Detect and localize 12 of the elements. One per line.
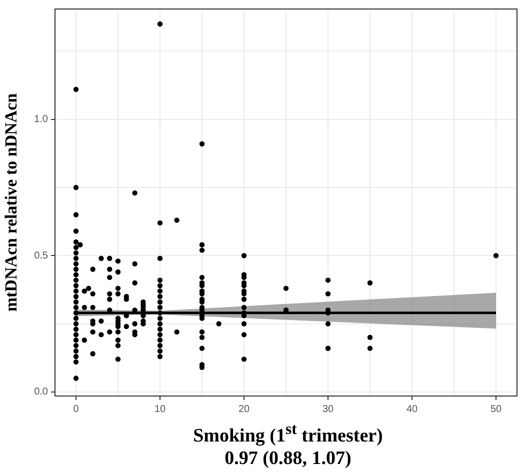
x-tick-label: 0 — [73, 404, 80, 415]
x-tick-label: 30 — [322, 404, 334, 415]
x-axis-title: Smoking (1$^{st}$ trimester) — [192, 420, 384, 448]
x-tick-label: 40 — [406, 404, 418, 415]
text: 0.97 (0.88, 1.07) — [224, 447, 352, 470]
x-tick-label: 50 — [490, 404, 502, 415]
x-tick-label: 20 — [238, 404, 250, 415]
y-tick-label: 0.0 — [34, 386, 48, 398]
y-tick-label: 0.5 — [34, 250, 48, 262]
y-axis-title: mtDNAcn relative to nDNAcn — [2, 92, 21, 312]
x-tick-label: 10 — [154, 404, 166, 415]
y-tick-label: 1.0 — [34, 114, 48, 126]
